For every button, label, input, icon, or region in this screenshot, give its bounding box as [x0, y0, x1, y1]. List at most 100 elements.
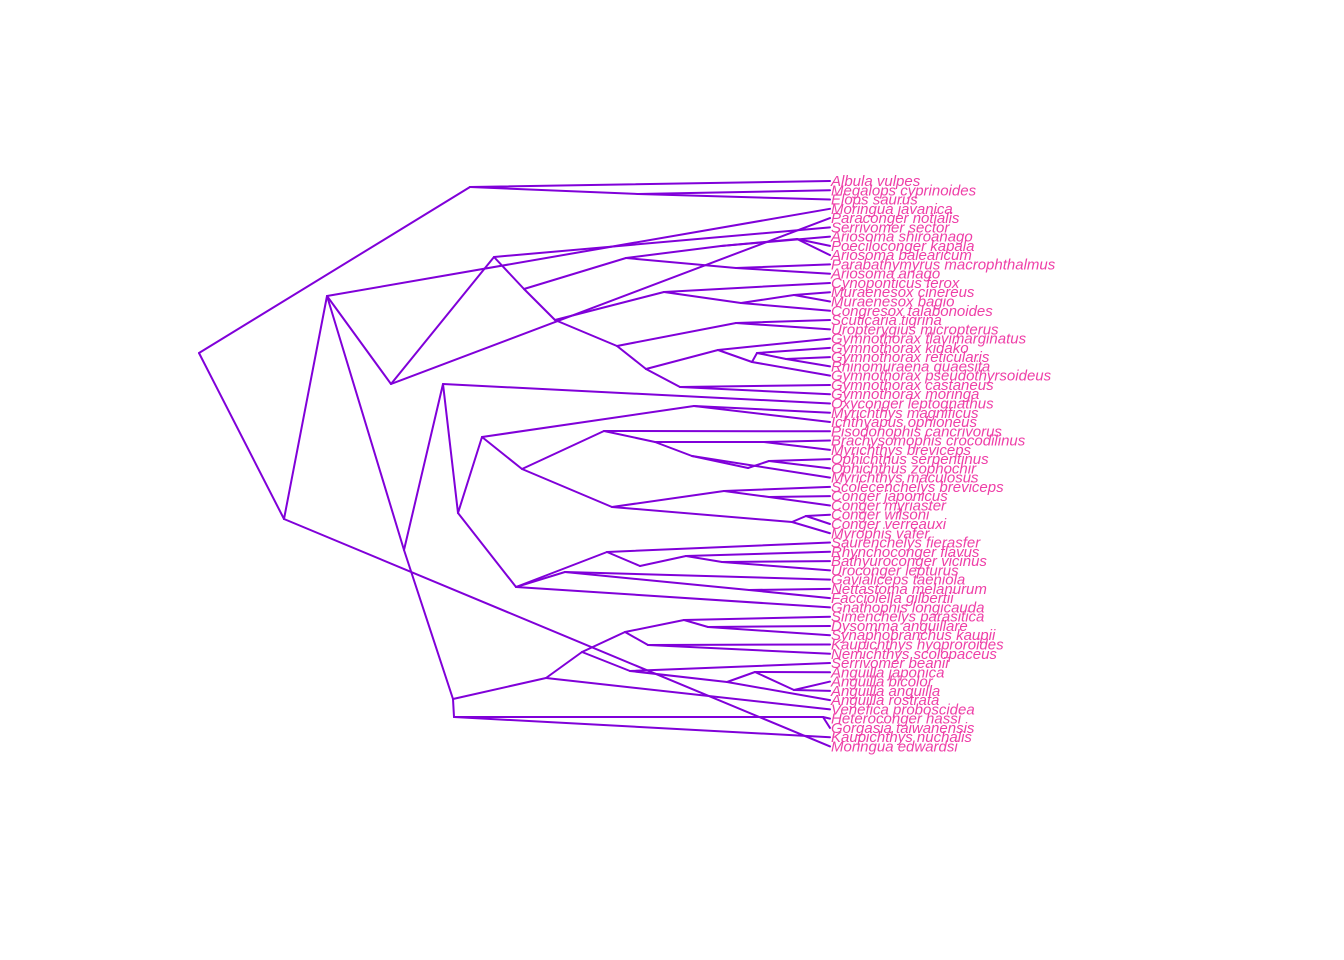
- tip-label: Nettastoma melanurum: [831, 581, 987, 598]
- tree-branch: [523, 288, 556, 321]
- tree-branch: [768, 496, 831, 507]
- tree-branch: [721, 560, 831, 563]
- tip-label: Gorgasia taiwanensis: [831, 720, 975, 737]
- tree-branch: [735, 319, 831, 324]
- tree-branch: [616, 345, 647, 370]
- tree-branch: [805, 515, 831, 525]
- tree-branch: [403, 549, 454, 700]
- tree-branch: [768, 458, 831, 462]
- tree-branch: [545, 651, 583, 679]
- tip-label: Anguilla japonica: [830, 664, 944, 681]
- tree-branch: [521, 468, 613, 508]
- tree-branch: [763, 439, 831, 443]
- tree-branch: [735, 267, 831, 275]
- tree-branch: [554, 319, 618, 347]
- tree-branch: [603, 430, 656, 443]
- tip-label: Simenchelys parasitica: [831, 609, 984, 626]
- tree-branch: [796, 238, 831, 257]
- tip-label: Kaupichthys nuchalis: [831, 729, 972, 746]
- tree-branch: [805, 513, 831, 517]
- tree-branch: [611, 506, 793, 523]
- tree-branch: [679, 386, 831, 396]
- tip-label: Megalops cyprinoides: [831, 182, 977, 199]
- tip-label: Moringua javanica: [831, 201, 953, 218]
- tip-label: Uroconger lepturus: [831, 562, 959, 579]
- tree-branch: [326, 207, 831, 297]
- tree-branch: [735, 322, 831, 331]
- tree-branch: [793, 689, 831, 692]
- tree-branch: [748, 587, 831, 591]
- tip-label: Brachysomophis crocodilinus: [831, 433, 1026, 450]
- tip-label: Venefica proboscidea: [831, 701, 975, 718]
- tip-label: Uropterygius micropterus: [831, 321, 999, 338]
- tree-branch: [693, 405, 831, 424]
- tip-label: Gymnothorax reticularis: [831, 349, 990, 366]
- tip-label: Conger myriaster: [831, 497, 947, 514]
- tip-label: Paraconger notialis: [831, 210, 960, 227]
- tree-branch: [554, 291, 665, 321]
- tip-label: Rhinomuraena quaesita: [831, 358, 990, 375]
- tree-branch: [637, 189, 831, 195]
- tip-label: Gymnothorax moringa: [831, 386, 979, 403]
- tree-branch: [691, 455, 831, 479]
- tip-label: Synaphobranchus kaupii: [831, 627, 996, 644]
- tree-branch: [545, 677, 831, 711]
- tree-branch: [793, 291, 831, 296]
- tree-branch: [457, 512, 517, 588]
- tip-label: Conger verreauxi: [831, 516, 947, 533]
- tip-label: Anguilla anguilla: [830, 683, 940, 700]
- tree-branch: [515, 586, 831, 609]
- tree-branch: [453, 716, 831, 739]
- tree-branch: [629, 662, 831, 672]
- tree-branch: [647, 643, 831, 646]
- tree-branch: [523, 257, 627, 290]
- tip-label: Anguilla bicolor: [830, 674, 934, 691]
- tip-label: Bathyuroconger vicinus: [831, 553, 987, 570]
- tree-branch: [822, 716, 831, 729]
- tip-label: Albula vulpes: [830, 173, 921, 190]
- tree-branch: [326, 295, 405, 551]
- tree-branch: [390, 256, 495, 385]
- tree-branch: [754, 671, 795, 691]
- tip-label: Myrichthys magnificus: [831, 405, 979, 422]
- tree-branch: [481, 436, 523, 470]
- tree-branch: [606, 541, 831, 553]
- tree-branch: [442, 383, 831, 405]
- tree-branch: [481, 405, 695, 438]
- tip-label: Ichthyapus ophioneus: [831, 414, 977, 431]
- tree-branch: [624, 619, 685, 633]
- tip-label: Scolecenchelys breviceps: [831, 479, 1004, 496]
- tip-label: Pisodonophis cancrivorus: [831, 423, 1002, 440]
- tree-branch: [581, 651, 631, 672]
- tip-label: Ophichthus zophochir: [831, 460, 977, 477]
- tree-branches: [198, 180, 831, 748]
- tree-branch: [751, 352, 758, 363]
- tree-branch: [768, 460, 831, 470]
- tip-label: Gymnothorax pseudothyrsoideus: [831, 368, 1052, 385]
- tree-branch: [748, 589, 831, 600]
- tree-branch: [768, 495, 831, 498]
- tree-branch: [326, 295, 392, 385]
- tree-branch: [647, 644, 831, 655]
- tree-branch: [625, 257, 737, 269]
- tree-branch: [707, 624, 831, 628]
- tree-branch: [685, 550, 831, 557]
- tree-branch: [283, 518, 831, 748]
- tree-branch: [452, 677, 547, 700]
- tree-branch: [679, 383, 831, 388]
- tree-branch: [198, 352, 285, 520]
- tip-label: Serrivomer beanii: [831, 655, 949, 672]
- tree-branch: [721, 561, 831, 572]
- tree-branch: [493, 226, 831, 258]
- tree-branch: [693, 405, 831, 414]
- tree-branch: [663, 291, 742, 304]
- tip-label: Gavialiceps taeniola: [831, 572, 965, 589]
- tree-branch: [707, 626, 831, 637]
- tree-branch: [198, 186, 471, 354]
- tip-label: Moringua edwardsi: [831, 738, 958, 755]
- tip-label: Rhynchoconger flavus: [831, 544, 980, 561]
- tree-branch: [521, 430, 605, 470]
- tip-label: Conger japonicus: [831, 488, 948, 505]
- tip-label: Saurenchelys fierasfer: [831, 535, 981, 552]
